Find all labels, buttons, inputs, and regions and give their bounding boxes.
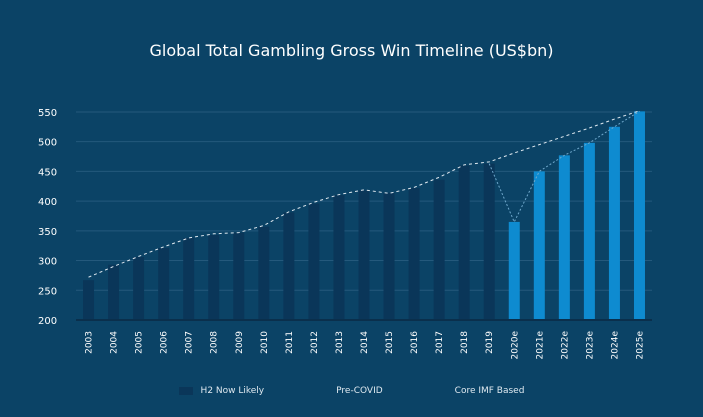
chart-title: Global Total Gambling Gross Win Timeline… bbox=[149, 41, 554, 60]
y-tick-label: 500 bbox=[38, 138, 57, 149]
bar bbox=[83, 280, 95, 320]
x-tick-label: 2009 bbox=[235, 331, 245, 354]
bar bbox=[258, 226, 270, 320]
legend-item-imf: Core IMF Based bbox=[447, 386, 525, 396]
bar bbox=[133, 256, 145, 320]
x-tick-label: 2025e bbox=[635, 331, 645, 360]
bar bbox=[108, 264, 120, 320]
x-tick-label: 2024e bbox=[610, 331, 620, 360]
x-tick-label: 2020e bbox=[510, 331, 520, 360]
y-tick-label: 550 bbox=[38, 108, 57, 119]
x-tick-label: 2007 bbox=[185, 331, 195, 354]
x-tick-label: 2014 bbox=[360, 331, 370, 354]
x-tick-label: 2004 bbox=[110, 331, 120, 354]
bar bbox=[358, 190, 370, 320]
bar bbox=[208, 234, 220, 320]
bar bbox=[558, 155, 570, 320]
bar bbox=[533, 171, 545, 320]
y-tick-label: 400 bbox=[38, 197, 57, 208]
legend-label-imf: Core IMF Based bbox=[454, 386, 525, 396]
y-tick-label: 250 bbox=[38, 286, 57, 297]
legend-label-precovid: Pre-COVID bbox=[336, 386, 383, 396]
series-line-precovid bbox=[88, 110, 640, 278]
bar bbox=[383, 192, 395, 320]
bar bbox=[183, 237, 195, 320]
x-tick-label: 2018 bbox=[460, 331, 470, 354]
x-tick-label: 2003 bbox=[85, 331, 95, 354]
bar bbox=[633, 111, 645, 320]
x-tick-label: 2019 bbox=[485, 331, 495, 354]
x-tick-label: 2012 bbox=[310, 331, 320, 354]
legend-item-precovid: Pre-COVID bbox=[328, 386, 383, 396]
x-tick-label: 2022e bbox=[560, 331, 570, 360]
bar bbox=[283, 212, 295, 320]
bar bbox=[158, 248, 170, 320]
bar bbox=[408, 188, 420, 320]
x-tick-label: 2010 bbox=[260, 331, 270, 354]
bar bbox=[233, 232, 245, 320]
legend-swatch-h2 bbox=[178, 387, 193, 395]
bar bbox=[333, 195, 345, 320]
series-line-forecast bbox=[488, 110, 640, 224]
bar bbox=[458, 165, 470, 320]
bar bbox=[508, 221, 520, 320]
legend-item-h2: H2 Now Likely bbox=[178, 386, 265, 396]
x-tick-label: 2023e bbox=[585, 331, 595, 360]
legend-label-h2: H2 Now Likely bbox=[200, 386, 265, 396]
x-tick-label: 2005 bbox=[135, 331, 145, 354]
bar bbox=[608, 126, 620, 320]
x-tick-label: 2015 bbox=[385, 331, 395, 354]
x-tick-label: 2013 bbox=[335, 331, 345, 354]
y-tick-label: 350 bbox=[38, 227, 57, 238]
x-tick-label: 2016 bbox=[410, 331, 420, 354]
x-tick-label: 2006 bbox=[160, 331, 170, 354]
y-tick-label: 450 bbox=[38, 167, 57, 178]
y-tick-label: 200 bbox=[38, 316, 57, 327]
bar bbox=[433, 179, 445, 320]
bar bbox=[308, 203, 320, 320]
x-tick-label: 2011 bbox=[285, 331, 295, 354]
bar bbox=[583, 142, 595, 320]
y-tick-label: 300 bbox=[38, 257, 57, 268]
x-tick-label: 2008 bbox=[210, 331, 220, 354]
x-tick-label: 2021e bbox=[535, 331, 545, 360]
bar bbox=[483, 163, 495, 320]
x-tick-label: 2017 bbox=[435, 331, 445, 354]
legend: H2 Now Likely Pre-COVID Core IMF Based bbox=[0, 386, 703, 396]
